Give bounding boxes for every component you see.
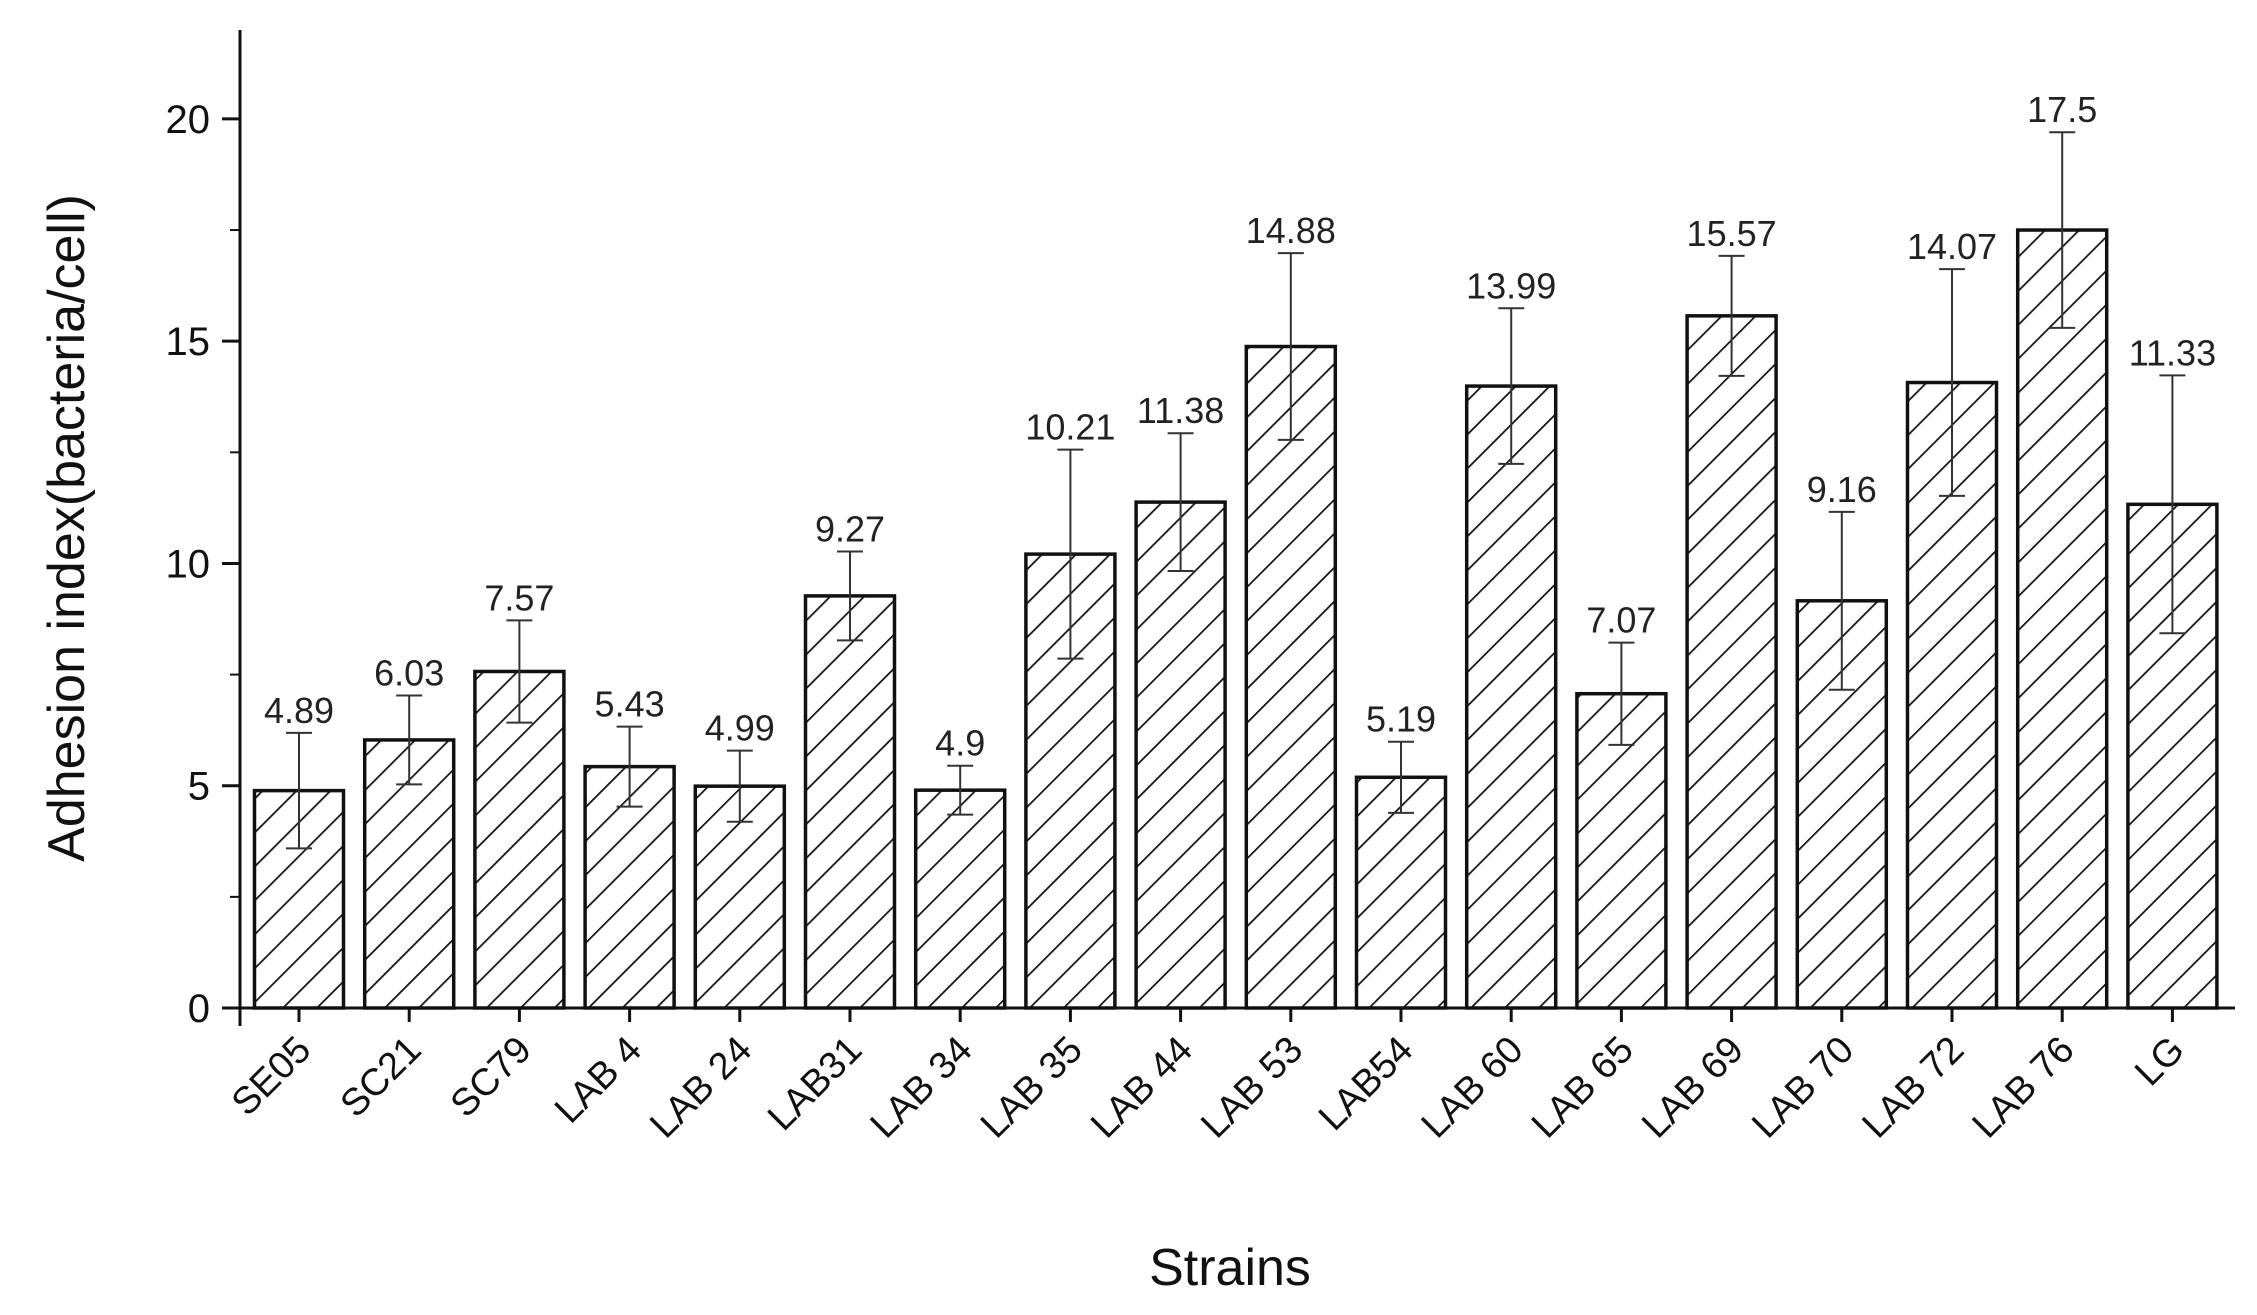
data-label-15: 14.07 [1907, 226, 1997, 267]
x-tick-label-7: LAB 35 [973, 1029, 1091, 1147]
data-label-6: 4.9 [935, 723, 985, 764]
data-label-10: 5.19 [1366, 699, 1436, 740]
bars-layer [252, 228, 2219, 1010]
x-tick-label-17: LG [2127, 1029, 2193, 1095]
data-label-14: 9.16 [1807, 469, 1877, 510]
data-label-8: 11.38 [1137, 390, 1224, 431]
x-tick-label-0: SE05 [224, 1029, 319, 1124]
y-axis-title: Adhesion index(bacteria/cell) [38, 194, 96, 862]
error-bars-layer [286, 131, 2186, 850]
data-label-0: 4.89 [264, 690, 334, 731]
x-tick-label-16: LAB 76 [1965, 1029, 2083, 1147]
data-label-2: 7.57 [484, 577, 554, 618]
bar-9 [1244, 344, 1338, 1010]
y-tick-label-0: 0 [188, 987, 210, 1031]
bar-5 [803, 594, 897, 1010]
x-tick-label-15: LAB 72 [1855, 1029, 1973, 1147]
x-tick-label-2: SC79 [443, 1029, 540, 1126]
x-tick-label-8: LAB 44 [1083, 1029, 1201, 1147]
x-tick-label-4: LAB 24 [642, 1029, 760, 1147]
data-label-7: 10.21 [1025, 407, 1115, 448]
x-tick-label-5: LAB31 [760, 1029, 870, 1139]
data-label-17: 11.33 [2129, 332, 2216, 373]
data-label-16: 17.5 [2027, 89, 2097, 130]
x-tick-label-10: LAB54 [1311, 1029, 1421, 1139]
data-label-1: 6.03 [374, 652, 444, 693]
y-tick-label-15: 15 [166, 320, 211, 364]
data-label-5: 9.27 [815, 508, 885, 549]
data-label-9: 14.88 [1246, 210, 1336, 251]
y-tick-label-5: 5 [188, 765, 210, 809]
x-tick-label-14: LAB 70 [1744, 1029, 1862, 1147]
y-tick-label-10: 10 [166, 542, 211, 586]
bar-8 [1134, 500, 1227, 1010]
bar-13 [1685, 314, 1778, 1010]
x-tick-label-3: LAB 4 [547, 1029, 650, 1132]
x-tick-label-1: SC21 [333, 1029, 430, 1126]
data-label-11: 13.99 [1466, 265, 1556, 306]
bar-11 [1464, 384, 1558, 1010]
bar-16 [2015, 228, 2109, 1010]
x-tick-label-9: LAB 53 [1193, 1029, 1311, 1147]
data-label-4: 4.99 [705, 708, 775, 749]
x-tick-label-6: LAB 34 [863, 1029, 981, 1147]
data-label-3: 5.43 [595, 684, 665, 725]
axes-layer [238, 30, 2235, 1026]
bar-6 [913, 788, 1007, 1010]
x-tick-label-12: LAB 65 [1524, 1029, 1642, 1147]
data-label-13: 15.57 [1687, 213, 1777, 254]
x-axis-title: Strains [1149, 1239, 1311, 1297]
data-label-12: 7.07 [1586, 600, 1656, 641]
x-tick-label-11: LAB 60 [1414, 1029, 1532, 1147]
bar-12 [1575, 691, 1668, 1010]
x-tick-label-13: LAB 69 [1634, 1029, 1752, 1147]
data-labels-layer: 4.89 6.03 7.57 5.43 4.99 9.27 4.9 10.21 11.38 14.… [264, 89, 2216, 763]
y-tick-label-20: 20 [166, 98, 211, 142]
bar-3 [583, 764, 676, 1010]
y-ticks-layer: 0 5 10 15 20 [166, 98, 240, 1031]
